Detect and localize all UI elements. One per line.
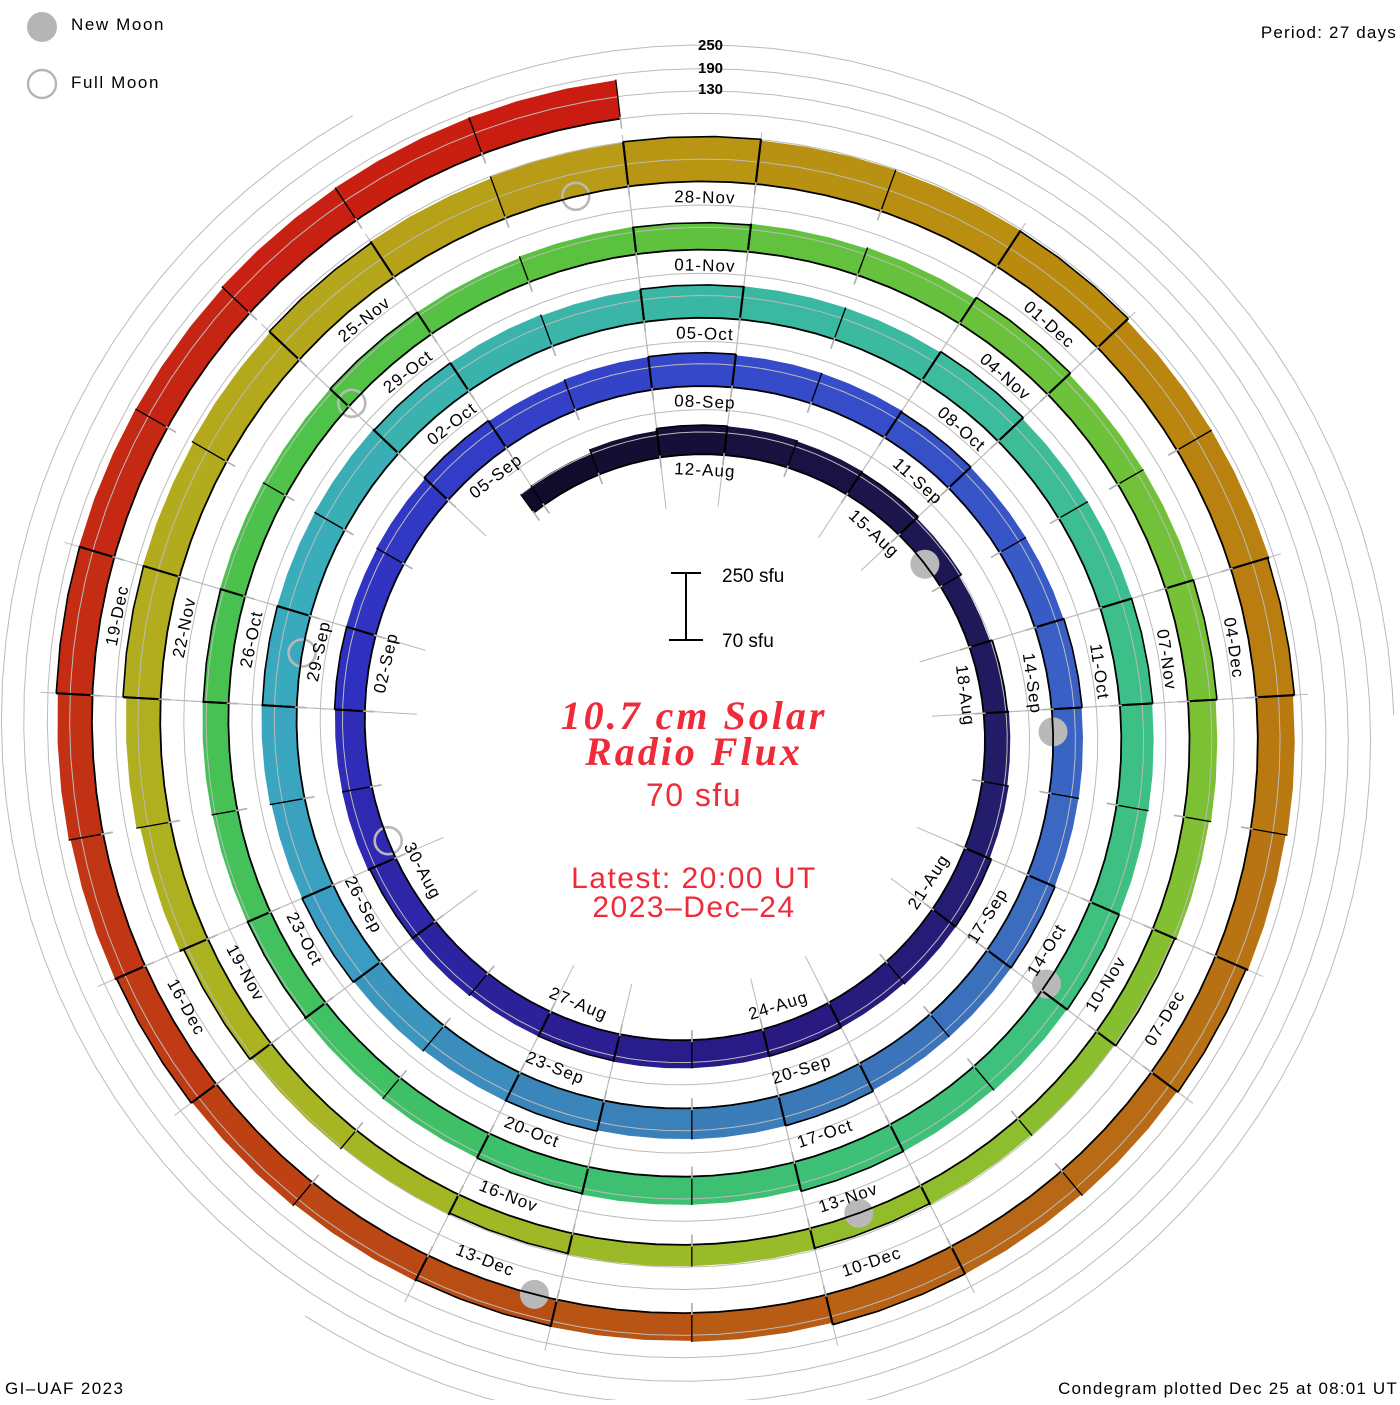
svg-text:Radio Flux: Radio Flux: [584, 729, 803, 774]
svg-text:GI–UAF 2023: GI–UAF 2023: [5, 1379, 124, 1398]
svg-text:Condegram plotted Dec 25 at 08: Condegram plotted Dec 25 at 08:01 UT: [1058, 1379, 1398, 1398]
svg-text:190: 190: [698, 60, 723, 77]
svg-text:08-Sep: 08-Sep: [674, 391, 736, 412]
svg-text:New Moon: New Moon: [71, 15, 165, 34]
svg-text:250: 250: [698, 37, 723, 54]
svg-text:130: 130: [698, 81, 723, 98]
svg-text:Period: 27 days: Period: 27 days: [1261, 23, 1397, 42]
svg-text:Latest: 20:00 UT: Latest: 20:00 UT: [571, 862, 817, 895]
svg-text:250 sfu: 250 sfu: [722, 566, 784, 587]
svg-text:01-Nov: 01-Nov: [674, 255, 736, 276]
svg-text:Full Moon: Full Moon: [71, 73, 160, 92]
svg-text:12-Aug: 12-Aug: [674, 459, 736, 481]
svg-text:05-Oct: 05-Oct: [676, 323, 734, 344]
svg-text:70 sfu: 70 sfu: [646, 777, 742, 813]
svg-text:10.7 cm Solar: 10.7 cm Solar: [561, 693, 828, 738]
svg-text:2023–Dec–24: 2023–Dec–24: [592, 891, 795, 924]
svg-text:28-Nov: 28-Nov: [674, 187, 736, 207]
svg-text:70 sfu: 70 sfu: [722, 631, 774, 652]
